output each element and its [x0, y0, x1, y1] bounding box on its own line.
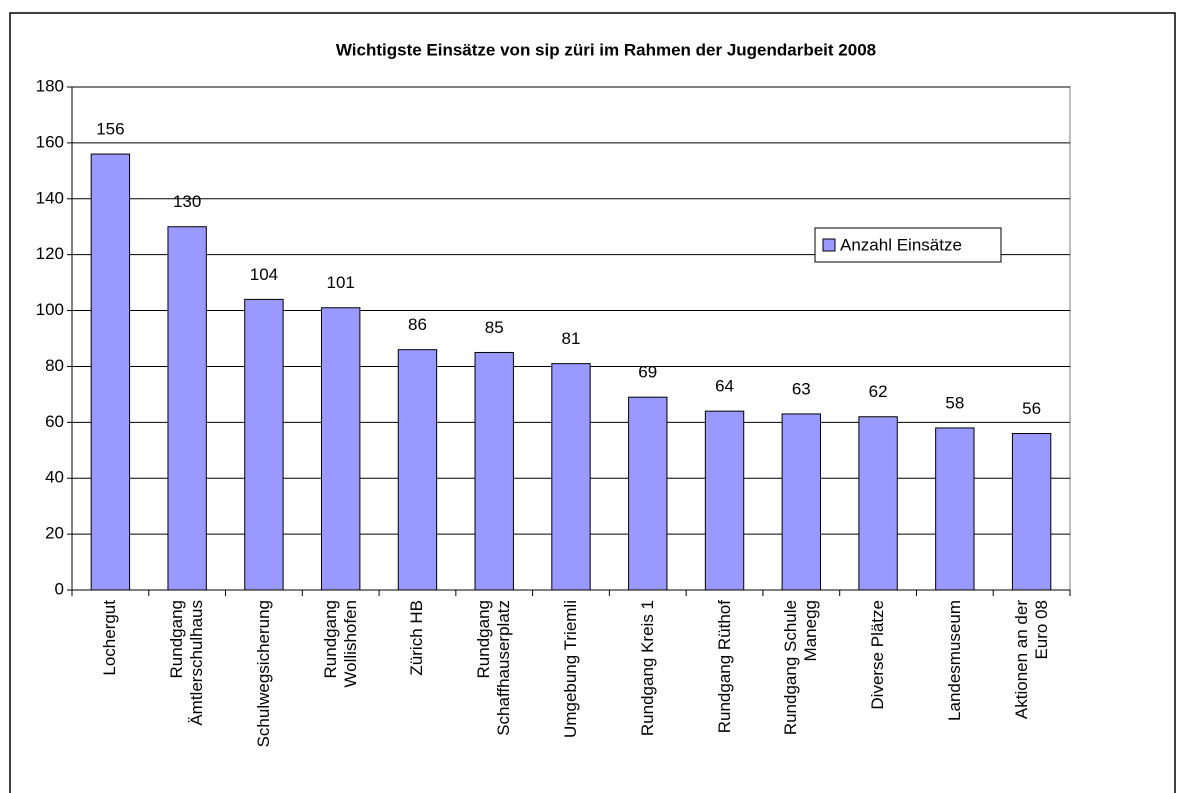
y-tick-label: 20 — [45, 524, 64, 543]
value-label: 104 — [250, 265, 278, 284]
legend-swatch — [822, 238, 836, 252]
value-label: 62 — [869, 382, 888, 401]
bar — [858, 416, 898, 591]
bar — [551, 363, 591, 591]
value-label: 63 — [792, 379, 811, 398]
x-tick-label: Rundgang Ämtlerschulhaus — [167, 600, 207, 726]
x-tick-label: Schulwegsicherung — [253, 600, 273, 748]
bar — [244, 298, 284, 591]
y-tick-label: 140 — [36, 188, 64, 207]
legend-label: Anzahl Einsätze — [840, 235, 962, 254]
bar — [935, 427, 975, 591]
value-label: 81 — [562, 329, 581, 348]
bar — [321, 307, 361, 591]
value-label: 56 — [1022, 399, 1041, 418]
y-tick-label: 160 — [36, 132, 64, 151]
chart-border — [9, 12, 1176, 793]
bar — [90, 153, 131, 591]
value-label: 85 — [485, 318, 504, 337]
bar — [474, 351, 514, 591]
bar — [628, 396, 668, 591]
y-tick-label: 180 — [36, 76, 64, 95]
y-tick-label: 0 — [55, 579, 64, 598]
x-tick-label: Rundgang Kreis 1 — [637, 600, 657, 737]
x-tick-label: Rundgang Schaffhauserplatz — [474, 600, 514, 736]
y-tick-label: 120 — [36, 244, 64, 263]
y-tick-label: 60 — [45, 412, 64, 431]
x-tick-label: Rundgang Schule Manegg — [781, 600, 821, 736]
y-tick-label: 80 — [45, 356, 64, 375]
bar — [397, 349, 438, 591]
value-label: 69 — [638, 363, 657, 382]
y-tick-label: 100 — [36, 300, 64, 319]
x-tick-label: Umgebung Triemli — [561, 600, 580, 738]
x-tick-label: Zürich HB — [407, 600, 427, 676]
x-tick-label: Landesmuseum — [944, 600, 964, 721]
value-label: 156 — [96, 120, 124, 139]
x-tick-label: Rundgang Rüthof — [714, 600, 734, 734]
bar — [781, 413, 821, 591]
value-label: 130 — [173, 192, 201, 211]
value-label: 101 — [327, 273, 355, 292]
bar — [704, 410, 745, 591]
y-tick-label: 40 — [45, 468, 64, 487]
x-tick-label: Rundgang Wollishofen — [320, 600, 360, 688]
bar — [1011, 433, 1052, 591]
x-tick-label: Lochergut — [100, 600, 120, 676]
x-tick-label: Diverse Plätze — [868, 600, 888, 710]
value-label: 64 — [715, 377, 734, 396]
x-tick-label: Aktionen an der Euro 08 — [1011, 600, 1051, 720]
value-label: 86 — [408, 315, 427, 334]
bar — [167, 226, 207, 591]
value-label: 58 — [945, 393, 964, 412]
chart-title: Wichtigste Einsätze von sip züri im Rahm… — [336, 40, 876, 59]
legend-box — [814, 227, 1002, 263]
